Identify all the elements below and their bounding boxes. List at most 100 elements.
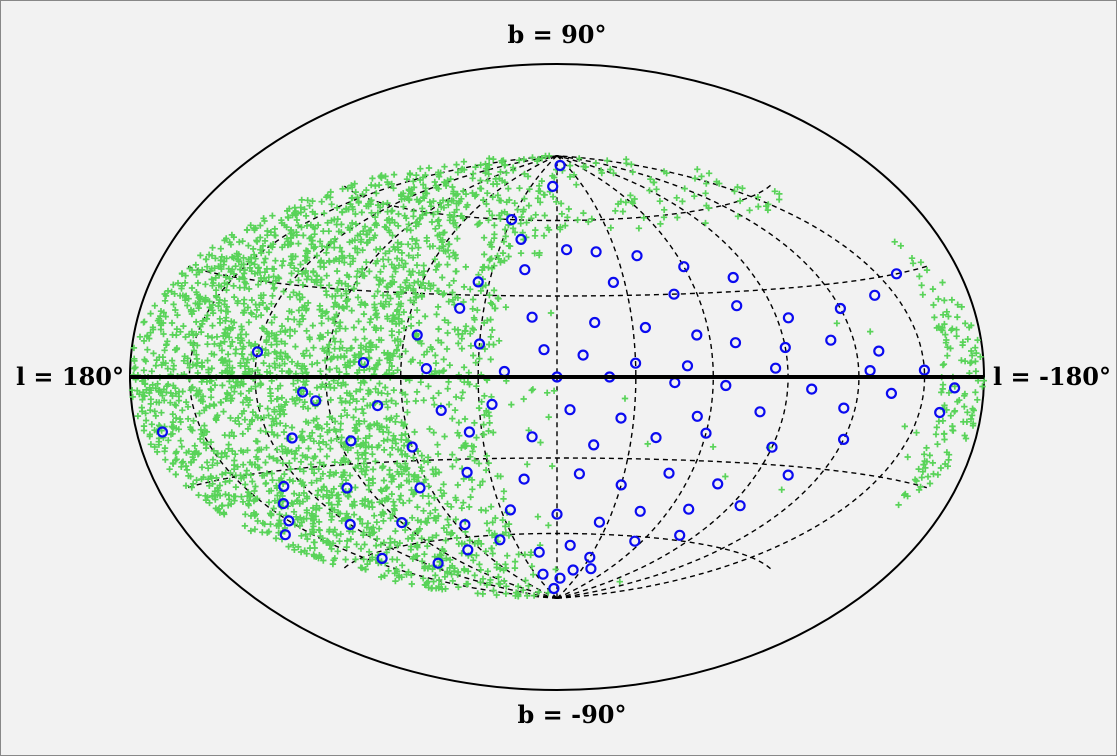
green-plus-marker	[267, 229, 275, 236]
green-plus-marker	[326, 510, 333, 517]
green-plus-marker	[485, 527, 493, 534]
green-plus-marker	[195, 294, 202, 302]
green-plus-marker	[181, 353, 188, 360]
green-plus-marker	[304, 454, 311, 461]
green-plus-marker	[365, 200, 372, 208]
green-plus-marker	[344, 492, 351, 500]
green-plus-marker	[945, 313, 952, 320]
green-plus-marker	[268, 300, 275, 307]
green-plus-marker	[281, 360, 288, 367]
green-plus-marker	[366, 432, 373, 440]
green-plus-marker	[211, 488, 219, 495]
green-plus-marker	[284, 354, 292, 361]
green-plus-marker	[429, 243, 437, 250]
green-plus-marker	[573, 181, 580, 188]
green-plus-marker	[339, 304, 346, 311]
green-plus-marker	[241, 275, 248, 282]
green-plus-marker	[242, 511, 249, 518]
blue-circle-marker	[518, 473, 530, 485]
green-plus-marker	[454, 326, 462, 334]
blue-circle-series	[156, 159, 961, 595]
green-plus-marker	[226, 364, 233, 371]
green-plus-marker	[493, 561, 500, 568]
green-plus-marker	[223, 235, 230, 242]
green-plus-marker	[249, 478, 256, 485]
green-plus-marker	[302, 531, 309, 538]
blue-circle-marker	[885, 387, 898, 399]
green-plus-marker	[430, 211, 437, 218]
green-plus-marker	[383, 224, 390, 231]
green-plus-marker	[363, 524, 371, 531]
green-plus-marker	[484, 177, 491, 184]
green-plus-marker	[939, 279, 946, 286]
green-plus-marker	[287, 278, 294, 286]
green-plus-marker	[215, 282, 223, 289]
green-plus-marker	[405, 471, 412, 478]
green-plus-marker	[518, 213, 525, 221]
blue-circle-marker	[357, 357, 370, 369]
blue-circle-marker	[668, 288, 680, 300]
green-plus-marker	[961, 358, 969, 365]
green-plus-marker	[261, 351, 268, 359]
green-plus-marker	[409, 235, 416, 243]
blue-circle-marker	[504, 504, 516, 516]
blue-circle-marker	[700, 427, 712, 439]
green-plus-marker	[271, 225, 278, 233]
green-plus-marker	[373, 535, 381, 542]
green-plus-marker	[403, 226, 411, 233]
blue-circle-marker	[825, 334, 837, 346]
green-plus-marker	[191, 442, 198, 449]
green-plus-marker	[915, 486, 923, 494]
green-plus-marker	[161, 448, 168, 455]
green-plus-marker	[282, 446, 289, 453]
green-plus-marker	[498, 209, 505, 217]
green-plus-marker	[248, 268, 255, 275]
green-plus-marker	[460, 283, 468, 291]
green-plus-marker	[350, 395, 357, 403]
green-plus-marker	[140, 337, 148, 345]
green-plus-marker	[355, 318, 362, 325]
green-plus-marker	[481, 251, 488, 258]
green-plus-marker	[972, 368, 980, 375]
blue-circle-marker	[729, 337, 742, 349]
green-plus-marker	[432, 360, 440, 367]
green-plus-marker	[377, 325, 385, 332]
green-plus-marker	[240, 343, 247, 350]
green-plus-marker	[256, 464, 263, 471]
green-plus-marker	[453, 534, 461, 542]
green-plus-marker	[300, 232, 307, 239]
green-plus-marker	[323, 291, 330, 299]
green-plus-marker	[361, 471, 369, 478]
green-plus-marker	[376, 525, 383, 532]
green-plus-marker	[387, 539, 394, 547]
green-plus-marker	[348, 195, 355, 202]
green-plus-marker	[394, 306, 401, 314]
green-plus-marker	[460, 187, 467, 195]
green-plus-marker	[377, 541, 384, 548]
green-plus-marker	[489, 519, 496, 526]
green-plus-marker	[520, 395, 527, 403]
green-plus-marker	[209, 282, 216, 289]
green-plus-marker	[317, 259, 324, 266]
green-plus-marker	[445, 401, 453, 408]
green-plus-marker	[499, 516, 506, 524]
green-plus-marker	[345, 458, 352, 465]
green-plus-marker	[358, 441, 365, 449]
green-plus-marker	[371, 221, 378, 229]
green-plus-marker	[292, 343, 299, 350]
green-plus-marker	[312, 243, 319, 251]
green-plus-marker	[405, 252, 412, 259]
green-plus-marker	[709, 443, 717, 450]
blue-circle-marker	[934, 406, 946, 419]
green-plus-marker	[134, 412, 142, 420]
green-plus-marker	[363, 463, 370, 471]
green-plus-marker	[385, 567, 392, 575]
green-plus-marker	[190, 332, 197, 339]
green-plus-marker	[375, 281, 383, 288]
green-plus-marker	[337, 319, 344, 326]
green-plus-marker	[151, 302, 158, 309]
green-plus-marker	[918, 474, 925, 481]
green-plus-marker	[958, 357, 965, 364]
green-plus-marker	[344, 185, 351, 192]
green-plus-marker	[702, 190, 709, 197]
